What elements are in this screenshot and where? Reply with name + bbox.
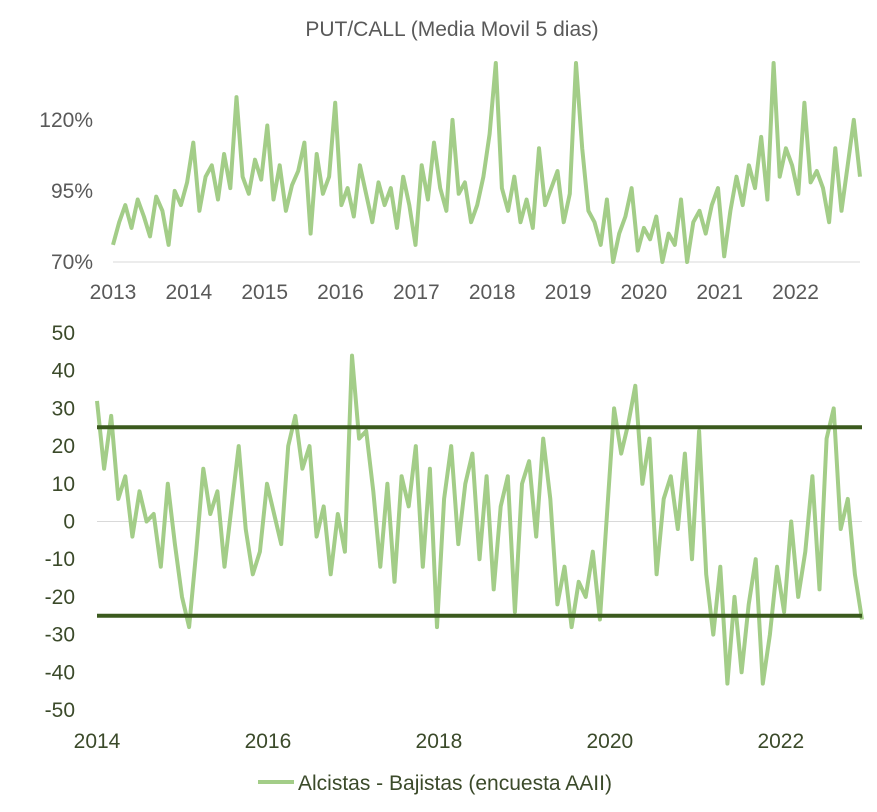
sentiment-y-tick-label: 40 xyxy=(52,360,75,383)
putcall-x-tick-label: 2016 xyxy=(317,281,364,304)
putcall-x-tick-label: 2015 xyxy=(241,281,288,304)
putcall-x-tick-label: 2017 xyxy=(393,281,440,304)
sentiment-x-tick-label: 2016 xyxy=(245,730,292,753)
sentiment-y-tick-label: -10 xyxy=(45,548,75,571)
sentiment-y-tick-label: 0 xyxy=(63,511,75,534)
sentiment-series-line xyxy=(95,353,864,686)
top-chart-putcall: 70% 95% 120% 2013 2014 2015 2016 2017 2018 2019 20… xyxy=(39,61,862,304)
putcall-x-tick-label: 2020 xyxy=(621,281,668,304)
putcall-y-tick-label: 70% xyxy=(51,251,93,274)
sentiment-x-tick-label: 2022 xyxy=(757,730,804,753)
sentiment-y-tick-label: -40 xyxy=(45,661,75,684)
bottom-chart-aaii-sentiment: 50 40 30 20 10 0 -10 -20 -30 -40 -50 2014 2016 2018 20… xyxy=(45,322,864,753)
putcall-series-line xyxy=(111,61,862,264)
sentiment-y-tick-label: 20 xyxy=(52,435,75,458)
sentiment-x-tick-label: 2018 xyxy=(416,730,463,753)
putcall-y-tick-label: 120% xyxy=(39,109,93,132)
sentiment-y-tick-label: -30 xyxy=(45,624,75,647)
putcall-y-tick-label: 95% xyxy=(51,180,93,203)
putcall-x-tick-label: 2018 xyxy=(469,281,516,304)
sentiment-y-tick-label: -50 xyxy=(45,699,75,722)
putcall-x-tick-label: 2019 xyxy=(545,281,592,304)
putcall-x-tick-label: 2014 xyxy=(165,281,212,304)
sentiment-y-tick-label: -20 xyxy=(45,586,75,609)
sentiment-x-tick-label: 2020 xyxy=(586,730,633,753)
putcall-x-tick-label: 2021 xyxy=(696,281,743,304)
sentiment-y-tick-label: 10 xyxy=(52,473,75,496)
sentiment-y-tick-label: 30 xyxy=(52,397,75,420)
sentiment-x-tick-label: 2014 xyxy=(74,730,121,753)
putcall-x-tick-label: 2022 xyxy=(772,281,819,304)
putcall-x-tick-label: 2013 xyxy=(90,281,137,304)
top-chart-title: PUT/CALL (Media Movil 5 dias) xyxy=(305,18,598,41)
sentiment-y-tick-label: 50 xyxy=(52,322,75,345)
legend-label: Alcistas - Bajistas (encuesta AAII) xyxy=(298,772,612,795)
legend: Alcistas - Bajistas (encuesta AAII) xyxy=(258,772,612,795)
